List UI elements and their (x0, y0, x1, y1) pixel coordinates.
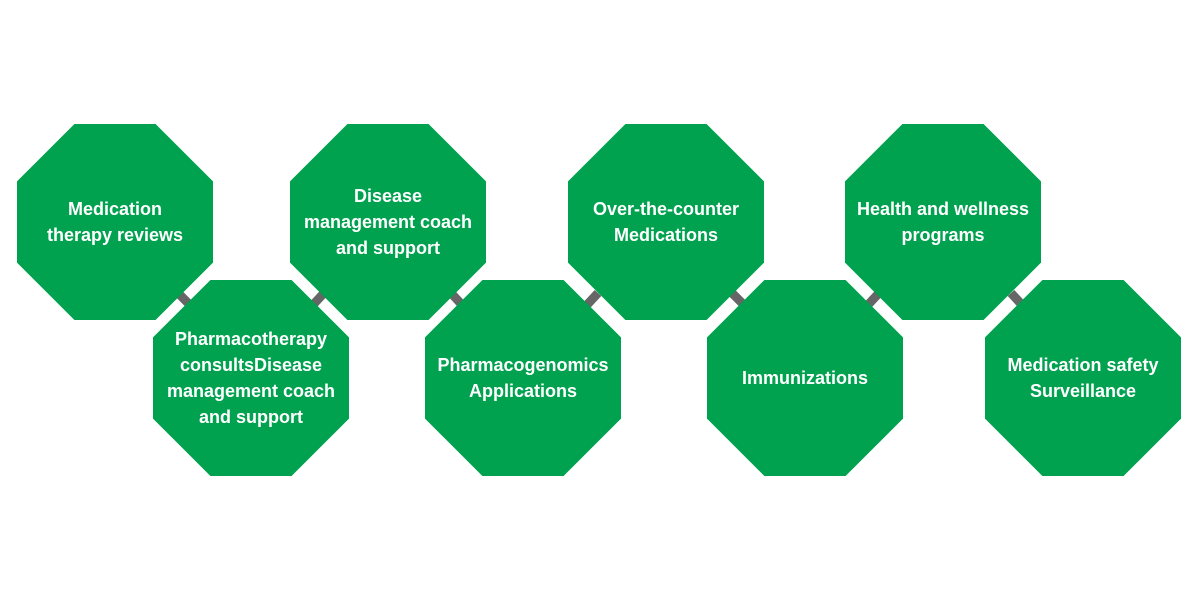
node-disease-management: Disease management coach and support (290, 124, 486, 320)
node-label: Disease management coach and support (303, 186, 473, 258)
node-pharmacogenomics: Pharmacogenomics Applications (425, 280, 621, 476)
node-immunizations: Immunizations (707, 280, 903, 476)
node-label: Over-the-counter Medications (592, 199, 740, 245)
node-label: Pharmacotherapy consultsDisease manageme… (166, 329, 336, 427)
node-medication-therapy-reviews: Medication therapy reviews (17, 124, 213, 320)
node-label: Immunizations (741, 368, 868, 388)
node-over-the-counter: Over-the-counter Medications (568, 124, 764, 320)
node-medication-safety: Medication safety Surveillance (985, 280, 1181, 476)
node-label: Pharmacogenomics Applications (437, 355, 609, 401)
node-label: Health and wellness programs (856, 199, 1030, 245)
node-label: Medication safety Surveillance (1007, 355, 1159, 401)
node-label: Medication therapy reviews (46, 199, 184, 245)
node-pharmacotherapy-consults: Pharmacotherapy consultsDisease manageme… (153, 280, 349, 476)
node-health-wellness: Health and wellness programs (845, 124, 1041, 320)
